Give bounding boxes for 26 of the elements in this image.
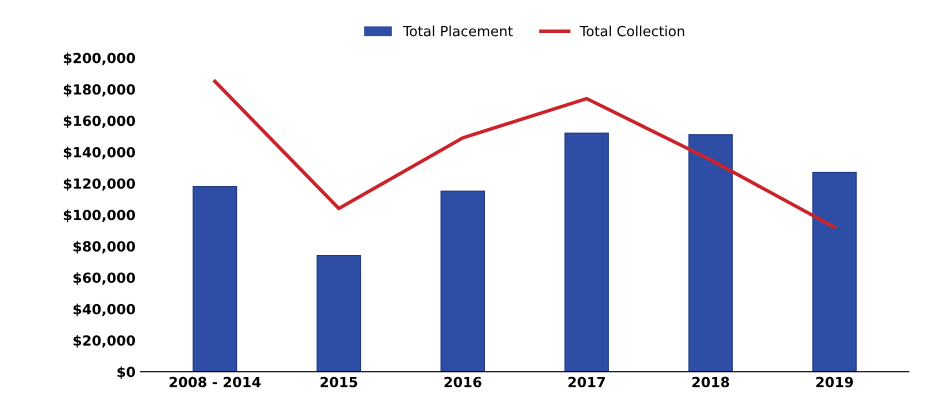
bar [812, 172, 857, 372]
bar [192, 186, 238, 372]
y-tick-label: $180,000 [64, 84, 136, 97]
y-tick-label: $80,000 [74, 240, 136, 254]
legend-label: Total Collection [580, 26, 684, 36]
y-tick-label: $0 [117, 366, 136, 380]
y-tick-label: $40,000 [74, 304, 136, 316]
y-tick-label: $140,000 [64, 146, 136, 160]
y-tick-label: $200,000 [64, 52, 136, 66]
x-tick-label: 2015 [320, 376, 358, 388]
x-tick-label: 2008 - 2014 [170, 376, 261, 388]
legend-label: Total Placement [402, 26, 513, 36]
y-tick-label: $120,000 [64, 178, 136, 191]
y-tick-label: $160,000 [64, 115, 136, 128]
x-tick-label: 2018 [692, 376, 730, 388]
y-tick-label: $60,000 [74, 272, 136, 285]
x-tick-label: 2016 [444, 376, 482, 388]
x-tick-label: 2019 [816, 376, 853, 388]
y-tick-label: $20,000 [74, 335, 136, 348]
line-series [213, 80, 836, 230]
bar [316, 255, 362, 372]
bar [688, 134, 733, 372]
bar [440, 190, 485, 372]
bar [564, 132, 609, 372]
y-tick-label: $100,000 [64, 209, 136, 222]
x-tick-label: 2017 [568, 376, 605, 388]
